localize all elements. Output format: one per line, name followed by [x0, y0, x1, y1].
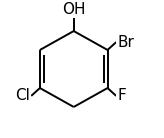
Text: Cl: Cl: [15, 88, 30, 103]
Text: Br: Br: [117, 35, 134, 50]
Text: OH: OH: [62, 2, 85, 17]
Text: F: F: [117, 88, 126, 103]
